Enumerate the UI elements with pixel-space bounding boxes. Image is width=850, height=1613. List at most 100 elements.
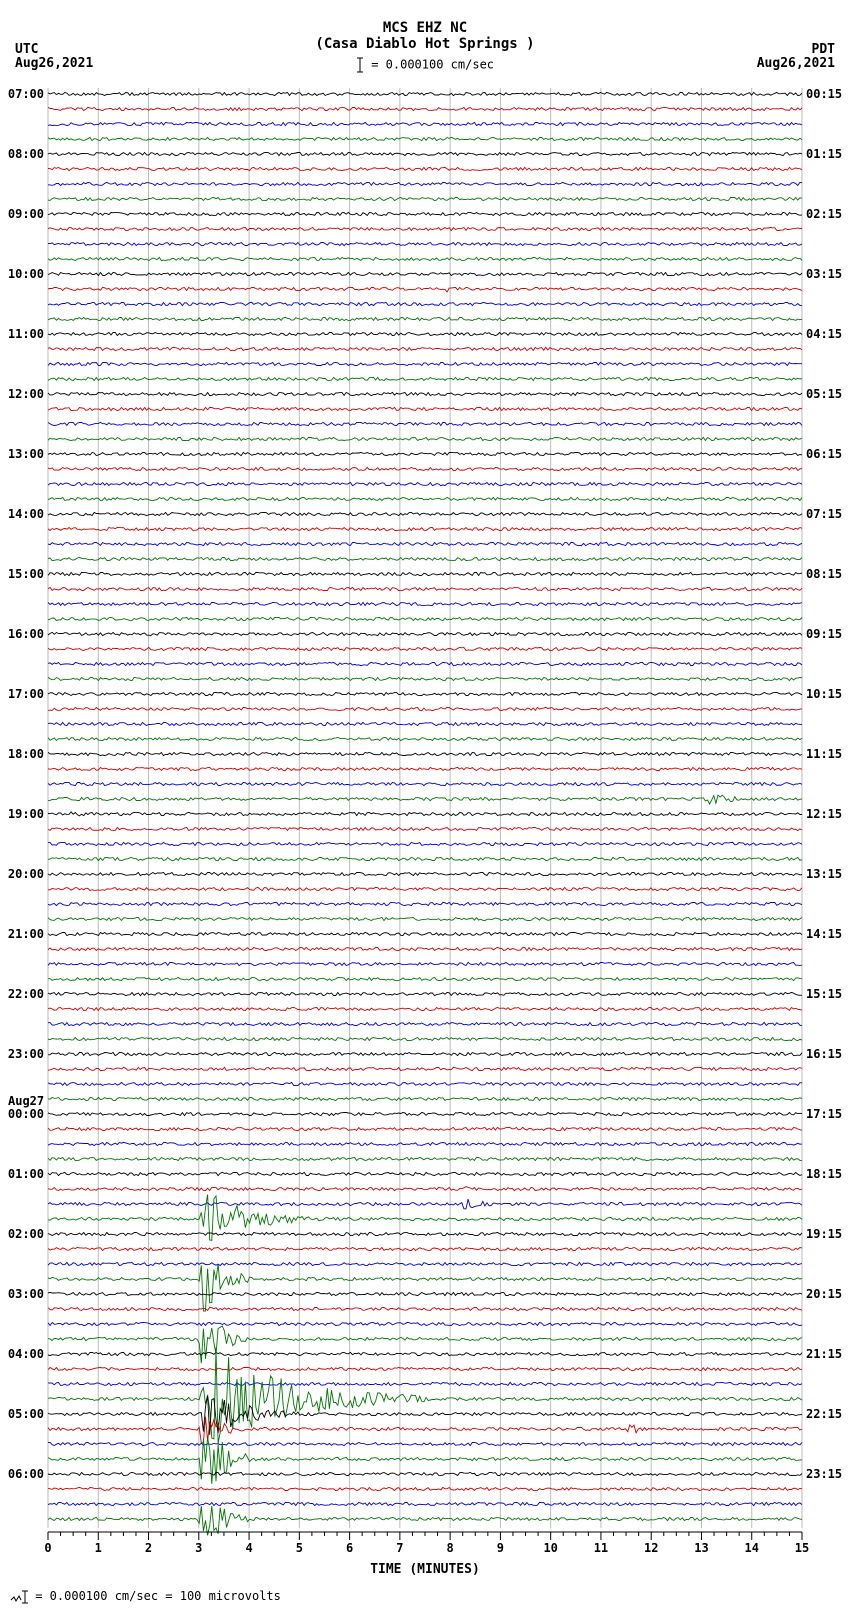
- pdt-time-label: 17:15: [806, 1107, 842, 1121]
- utc-time-label: 08:00: [4, 147, 44, 161]
- trace-line: [48, 1097, 802, 1100]
- utc-time-label: 14:00: [4, 507, 44, 521]
- trace-line: [48, 887, 802, 890]
- trace-line: [48, 1352, 802, 1355]
- trace-line: [48, 602, 802, 605]
- trace-line: [48, 317, 802, 320]
- date-left: Aug26,2021: [15, 56, 93, 71]
- trace-line: [48, 1067, 802, 1070]
- trace-line: [48, 437, 802, 440]
- svg-text:12: 12: [644, 1541, 658, 1555]
- utc-time-label: 06:00: [4, 1467, 44, 1481]
- utc-time-label: 04:00: [4, 1347, 44, 1361]
- svg-text:15: 15: [795, 1541, 809, 1555]
- trace-line: [48, 1502, 802, 1505]
- trace-line: [48, 407, 802, 410]
- trace-line: [48, 662, 802, 665]
- scale-indicator: = 0.000100 cm/sec: [0, 52, 850, 74]
- trace-line: [48, 1264, 802, 1311]
- trace-line: [48, 1326, 802, 1363]
- trace-line: [48, 392, 802, 395]
- trace-line: [48, 707, 802, 710]
- trace-line: [48, 92, 802, 95]
- utc-time-label: 19:00: [4, 807, 44, 821]
- trace-line: [48, 1472, 802, 1475]
- trace-line: [48, 932, 802, 935]
- date-right: Aug26,2021: [757, 56, 835, 71]
- trace-line: [48, 1199, 802, 1209]
- svg-text:0: 0: [44, 1541, 51, 1555]
- pdt-time-label: 06:15: [806, 447, 842, 461]
- trace-line: [48, 677, 802, 680]
- scale-text: = 0.000100 cm/sec: [371, 58, 494, 72]
- trace-line: [48, 302, 802, 305]
- trace-line: [48, 812, 802, 816]
- svg-text:6: 6: [346, 1541, 353, 1555]
- svg-text:1: 1: [95, 1541, 102, 1555]
- pdt-time-label: 13:15: [806, 867, 842, 881]
- trace-line: [48, 632, 802, 635]
- trace-line: [48, 467, 802, 470]
- svg-text:3: 3: [195, 1541, 202, 1555]
- footer-text: = 0.000100 cm/sec = 100 microvolts: [35, 1589, 281, 1603]
- trace-line: [48, 1082, 802, 1085]
- pdt-time-label: 19:15: [806, 1227, 842, 1241]
- trace-line: [48, 182, 802, 185]
- pdt-time-label: 09:15: [806, 627, 842, 641]
- utc-time-label: 10:00: [4, 267, 44, 281]
- trace-line: [48, 1142, 802, 1145]
- trace-line: [48, 962, 802, 965]
- svg-text:11: 11: [594, 1541, 608, 1555]
- utc-time-label: 01:00: [4, 1167, 44, 1181]
- trace-line: [48, 452, 802, 455]
- trace-line: [48, 902, 802, 905]
- utc-time-label: 15:00: [4, 567, 44, 581]
- trace-line: [48, 1506, 802, 1535]
- trace-line: [48, 872, 802, 875]
- trace-line: [48, 542, 802, 545]
- trace-line: [48, 122, 802, 125]
- trace-line: [48, 137, 802, 140]
- utc-time-label: 13:00: [4, 447, 44, 461]
- trace-line: [48, 107, 802, 110]
- trace-line: [48, 1322, 802, 1325]
- trace-line: [48, 842, 802, 845]
- pdt-time-label: 15:15: [806, 987, 842, 1001]
- trace-line: [48, 572, 802, 575]
- date-change-label: Aug27: [8, 1094, 44, 1108]
- trace-line: [48, 1127, 802, 1130]
- utc-time-label: 02:00: [4, 1227, 44, 1241]
- footer-scale: = 0.000100 cm/sec = 100 microvolts: [0, 1577, 850, 1604]
- utc-time-label: 20:00: [4, 867, 44, 881]
- trace-line: [48, 212, 802, 215]
- utc-time-label: 09:00: [4, 207, 44, 221]
- pdt-time-label: 07:15: [806, 507, 842, 521]
- svg-text:14: 14: [745, 1541, 759, 1555]
- utc-time-label: 22:00: [4, 987, 44, 1001]
- trace-line: [48, 947, 802, 950]
- trace-line: [48, 347, 802, 350]
- trace-line: [48, 992, 802, 995]
- trace-line: [48, 422, 802, 425]
- trace-line: [48, 1052, 802, 1055]
- trace-line: [48, 1172, 802, 1175]
- trace-line: [48, 857, 802, 860]
- trace-line: [48, 257, 802, 260]
- tz-left: UTC: [15, 42, 38, 57]
- svg-text:4: 4: [245, 1541, 252, 1555]
- trace-line: [48, 152, 802, 155]
- svg-text:10: 10: [543, 1541, 557, 1555]
- svg-text:2: 2: [145, 1541, 152, 1555]
- trace-line: [48, 752, 802, 755]
- trace-line: [48, 827, 802, 830]
- pdt-time-label: 10:15: [806, 687, 842, 701]
- utc-time-label: 12:00: [4, 387, 44, 401]
- trace-line: [48, 242, 802, 245]
- utc-time-label: 00:00: [4, 1107, 44, 1121]
- utc-time-label: 05:00: [4, 1407, 44, 1421]
- trace-line: [48, 1367, 802, 1370]
- trace-line: [48, 1037, 802, 1040]
- trace-line: [48, 557, 802, 560]
- trace-line: [48, 512, 802, 515]
- trace-line: [48, 692, 802, 695]
